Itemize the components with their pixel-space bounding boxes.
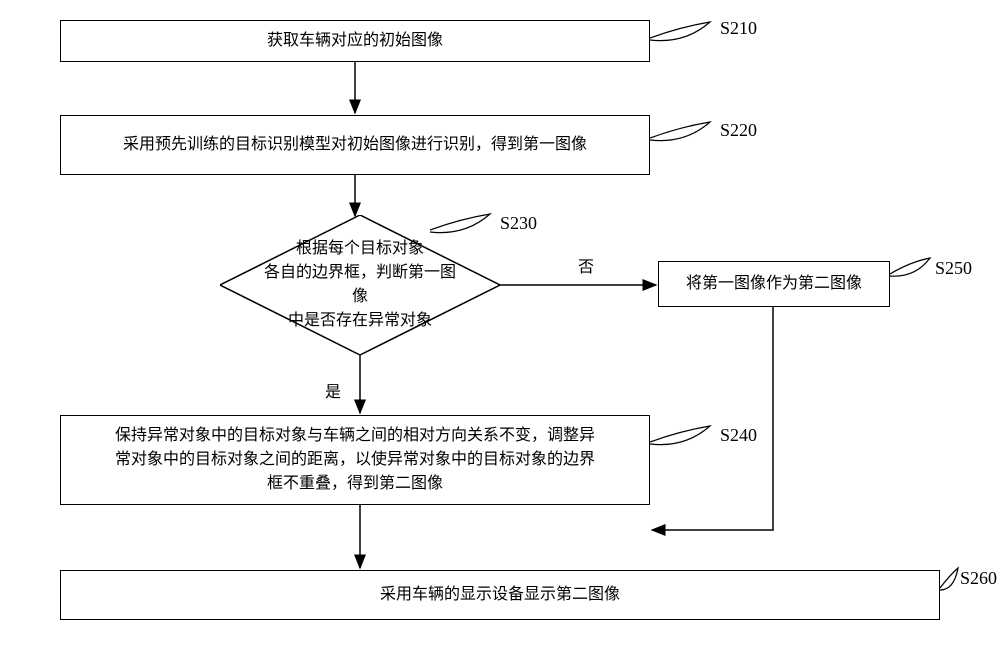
label-text: S240 [720,425,757,445]
node-text: 根据每个目标对象 各自的边界框，判断第一图像 中是否存在异常对象 [260,237,460,333]
flow-node-s220: 采用预先训练的目标识别模型对初始图像进行识别，得到第一图像 [60,115,650,175]
label-text: S260 [960,568,997,588]
flow-node-s250: 将第一图像作为第二图像 [658,261,890,307]
label-connector-s210 [650,12,720,48]
flow-node-s260: 采用车辆的显示设备显示第二图像 [60,570,940,620]
step-label-s230: S230 [500,213,537,234]
label-connector-s250 [890,250,940,286]
flow-node-s240: 保持异常对象中的目标对象与车辆之间的相对方向关系不变，调整异 常对象中的目标对象… [60,415,650,505]
step-label-s260: S260 [960,568,997,589]
node-text: 保持异常对象中的目标对象与车辆之间的相对方向关系不变，调整异 常对象中的目标对象… [115,424,595,496]
step-label-s250: S250 [935,258,972,279]
edge-label-text: 否 [578,259,594,276]
label-text: S220 [720,120,757,140]
label-connector-s240 [650,416,720,452]
label-text: S210 [720,18,757,38]
node-text: 获取车辆对应的初始图像 [267,29,443,53]
edge-label-no: 否 [578,253,594,277]
edge-label-text: 是 [325,384,341,401]
label-connector-s230 [430,204,500,240]
flow-arrows [0,0,1000,660]
node-text: 将第一图像作为第二图像 [686,272,862,296]
label-connector-s220 [650,112,720,148]
step-label-s240: S240 [720,425,757,446]
flow-node-s210: 获取车辆对应的初始图像 [60,20,650,62]
edge-label-yes: 是 [325,378,341,402]
label-text: S230 [500,213,537,233]
node-text: 采用预先训练的目标识别模型对初始图像进行识别，得到第一图像 [123,133,587,157]
label-text: S250 [935,258,972,278]
node-text: 采用车辆的显示设备显示第二图像 [380,583,620,607]
step-label-s210: S210 [720,18,757,39]
step-label-s220: S220 [720,120,757,141]
